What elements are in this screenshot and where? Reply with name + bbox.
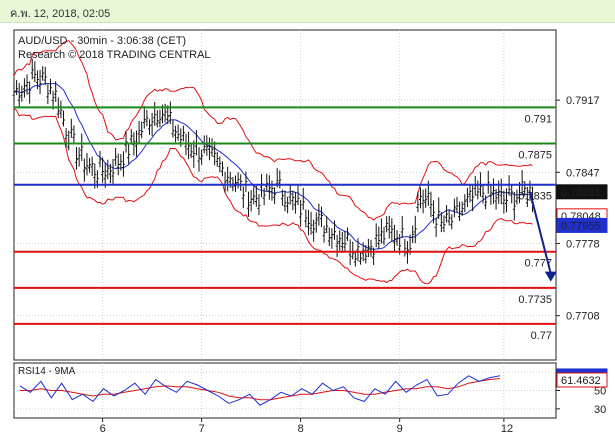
date-text: ค.พ. 12, 2018, 02:05 bbox=[10, 8, 111, 20]
time-tick-label: 7 bbox=[199, 423, 205, 435]
price-badge bbox=[556, 217, 608, 233]
time-tick-label: 12 bbox=[501, 423, 513, 435]
price-tick-label: 0.7917 bbox=[566, 95, 600, 107]
level-label: 0.7735 bbox=[518, 294, 552, 306]
price-badge-label: 0.78281 bbox=[561, 187, 601, 199]
level-label: 0.777 bbox=[524, 258, 552, 270]
rsi-line bbox=[19, 375, 501, 406]
rsi-ma-line bbox=[20, 378, 501, 401]
chart-title: AUD/USD - 30min - 3:06:38 (CET) bbox=[18, 35, 186, 47]
chart-subtitle: Research © 2018 TRADING CENTRAL bbox=[18, 49, 211, 61]
price-tick-label: 0.7708 bbox=[566, 311, 600, 323]
rsi-tick-label: 30 bbox=[594, 404, 606, 416]
rsi-grid bbox=[14, 363, 556, 418]
rsi-badge bbox=[556, 372, 608, 388]
price-bars bbox=[12, 58, 535, 267]
arrow-shaft bbox=[528, 191, 552, 274]
level-label: 0.791 bbox=[524, 113, 552, 125]
rsi-title: RSI14 - 9MA bbox=[18, 366, 76, 377]
forecast-arrow bbox=[528, 191, 557, 282]
price-badge bbox=[556, 184, 608, 200]
level-label: 0.7835 bbox=[518, 191, 552, 203]
price-tick-label: 0.7778 bbox=[566, 238, 600, 250]
main-grid bbox=[14, 30, 556, 360]
price-axis: 0.7917 0.7847 0.7778 0.7708 bbox=[556, 95, 600, 323]
time-tick-label: 6 bbox=[100, 423, 106, 435]
bollinger-upper bbox=[13, 40, 533, 221]
price-tick-label: 0.7847 bbox=[566, 167, 600, 179]
time-tick-label: 8 bbox=[298, 423, 304, 435]
rsi-badge-label: 61.4632 bbox=[561, 375, 601, 387]
level-label: 0.77 bbox=[531, 330, 552, 342]
price-badge-label: 0.77955 bbox=[561, 220, 601, 232]
arrow-head bbox=[544, 271, 557, 282]
level-label: 0.7875 bbox=[518, 149, 552, 161]
rsi-tick-label: 50 bbox=[594, 386, 606, 398]
date-header: ค.พ. 12, 2018, 02:05 bbox=[0, 0, 615, 23]
support-resistance-levels: 0.791 0.7875 0.7835 0.777 0.7735 0.77 bbox=[14, 106, 556, 342]
time-tick-label: 9 bbox=[397, 423, 403, 435]
rsi-indicator bbox=[19, 375, 501, 406]
time-axis: 6 7 8 9 12 bbox=[100, 418, 513, 435]
bollinger-lower bbox=[13, 108, 533, 285]
